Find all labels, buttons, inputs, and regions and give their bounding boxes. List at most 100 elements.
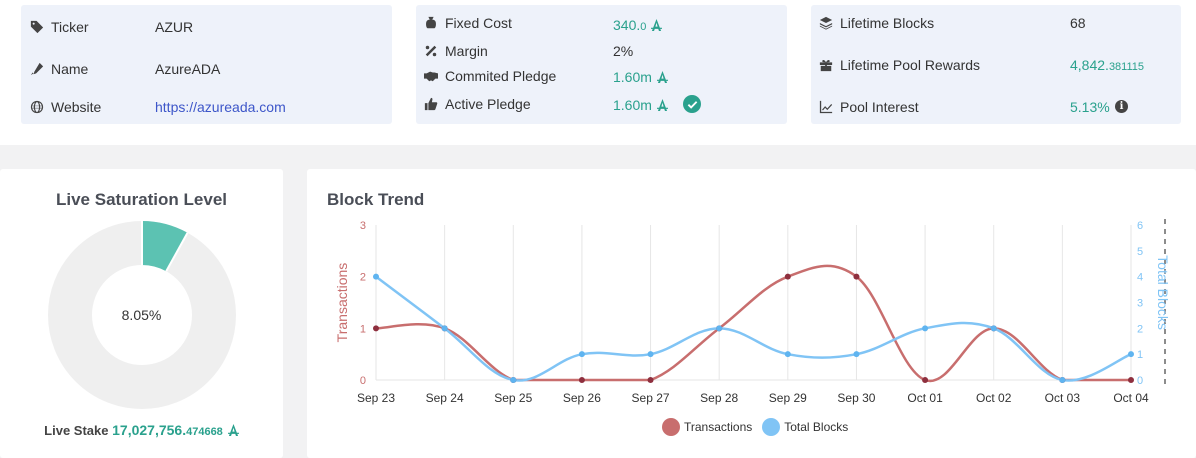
data-point [647, 351, 654, 358]
active-pledge-value: 1.60m [613, 97, 668, 114]
website-row: Website https://azureada.com [21, 95, 392, 119]
pool-identity-card: Ticker AZUR Name AzureADA Website https:… [21, 5, 392, 124]
donut-separator [165, 232, 189, 272]
data-point [510, 377, 517, 383]
data-point [578, 377, 585, 383]
saturation-percent: 8.05% [121, 307, 162, 323]
saturation-title: Live Saturation Level [56, 190, 227, 209]
gift-icon [818, 57, 834, 73]
y-left-tick-label: 0 [360, 375, 366, 387]
series-line-total-blocks [375, 275, 1132, 382]
block-trend-chart: Sep 23 Sep 24 Sep 25 Sep 26 Sep 27 Sep 28 Sep … [334, 219, 1171, 405]
y-right-tick-label: 3 [1137, 298, 1143, 310]
y-right-tick-label: 5 [1137, 246, 1143, 258]
x-tick-label: Sep 29 [769, 391, 807, 405]
margin-value: 2% [613, 43, 634, 59]
pen-icon [29, 61, 45, 77]
pool-stats-card: Lifetime Blocks 68 Lifetime Pool Rewards… [811, 5, 1181, 124]
globe-icon [29, 99, 45, 115]
x-tick-label: Sep 30 [837, 391, 875, 405]
ada-icon [227, 423, 239, 439]
pool-interest-label: Pool Interest [840, 99, 919, 115]
y-right-tick-label: 6 [1137, 220, 1143, 232]
thumbs-up-icon [423, 96, 439, 112]
ticker-row: Ticker AZUR [21, 15, 392, 39]
committed-pledge-row: Commited Pledge 1.60m [416, 64, 787, 88]
pool-info-section: Ticker AZUR Name AzureADA Website https:… [0, 0, 1196, 145]
committed-pledge-label: Commited Pledge [445, 68, 557, 84]
x-tick-label: Oct 01 [907, 391, 943, 405]
fixed-cost-label: Fixed Cost [445, 15, 512, 31]
active-pledge-row: Active Pledge 1.60m [416, 92, 787, 116]
data-point [853, 351, 860, 358]
legend-swatch [762, 418, 781, 436]
data-point [1059, 377, 1066, 383]
ticker-value: AZUR [155, 19, 194, 35]
pool-interest-value: 5.13% [1070, 99, 1110, 115]
x-tick-label: Sep 25 [494, 391, 532, 405]
active-pledge-label: Active Pledge [445, 96, 531, 112]
live-stake: Live Stake 17,027,756.474668 [0, 422, 283, 439]
fixed-cost-row: Fixed Cost 340.0 [416, 11, 787, 35]
percent-icon [423, 43, 439, 59]
line-chart-icon [818, 99, 834, 115]
donut-arc [141, 221, 188, 272]
y-left-axis-title: Transactions [334, 263, 350, 343]
committed-pledge-value: 1.60m [613, 69, 668, 86]
data-point [1128, 377, 1134, 383]
series-line-transactions [375, 264, 1131, 383]
data-point [784, 351, 791, 358]
lifetime-rewards-value: 4,842.381115 [1070, 57, 1145, 73]
pool-costs-card: Fixed Cost 340.0 Margin 2% Commited Pled… [416, 5, 787, 124]
tag-icon [29, 19, 45, 35]
x-tick-label: Sep 26 [563, 391, 601, 405]
legend-transactions[interactable]: Transactions [662, 418, 752, 436]
data-point [441, 325, 448, 332]
block-trend-panel: Block Trend Sep 23 Sep 24 Sep 25 Sep 26 Sep … [307, 169, 1196, 458]
name-row: Name AzureADA [21, 57, 392, 81]
chart-title: Block Trend [327, 190, 425, 209]
pool-interest-row: Pool Interest 5.13% i [811, 95, 1181, 119]
data-point [853, 273, 860, 280]
y-right-tick-label: 1 [1137, 349, 1143, 361]
data-point [990, 325, 997, 332]
lifetime-blocks-value: 68 [1070, 15, 1086, 31]
name-value: AzureADA [155, 61, 221, 77]
margin-row: Margin 2% [416, 39, 787, 63]
x-tick-label: Sep 23 [357, 391, 395, 405]
chart-legend: Transactions Total Blocks [662, 418, 848, 436]
ticker-label: Ticker [51, 19, 89, 35]
legend-total-blocks[interactable]: Total Blocks [762, 418, 848, 436]
handshake-icon [423, 68, 439, 84]
money-bag-icon [423, 15, 439, 31]
y-right-axis-title: Total Blocks [1155, 255, 1171, 330]
data-point [922, 377, 929, 383]
x-tick-label: Sep 28 [700, 391, 738, 405]
data-point [373, 273, 379, 280]
y-left-tick-label: 3 [360, 220, 366, 232]
verified-check-icon [683, 95, 701, 113]
layers-icon [818, 15, 834, 31]
data-point [1128, 351, 1134, 358]
ada-icon [651, 18, 663, 34]
y-right-tick-label: 2 [1137, 323, 1143, 335]
legend-swatch [662, 418, 680, 436]
name-label: Name [51, 61, 89, 77]
website-link[interactable]: https://azureada.com [155, 99, 286, 115]
ada-icon [656, 70, 668, 86]
margin-label: Margin [445, 43, 488, 59]
ada-icon [656, 98, 668, 114]
website-label: Website [51, 99, 102, 115]
lifetime-rewards-label: Lifetime Pool Rewards [840, 57, 981, 73]
data-point [784, 273, 791, 280]
data-point [922, 325, 929, 332]
x-tick-label: Oct 03 [1045, 391, 1081, 405]
lifetime-blocks-label: Lifetime Blocks [840, 15, 935, 31]
fixed-cost-value: 340.0 [613, 17, 663, 34]
y-left-tick-label: 1 [360, 323, 366, 335]
info-icon[interactable]: i [1115, 100, 1128, 113]
lifetime-rewards-row: Lifetime Pool Rewards 4,842.381115 [811, 53, 1181, 77]
data-point [373, 325, 379, 332]
y-right-tick-label: 4 [1137, 272, 1143, 284]
data-point [578, 351, 585, 358]
